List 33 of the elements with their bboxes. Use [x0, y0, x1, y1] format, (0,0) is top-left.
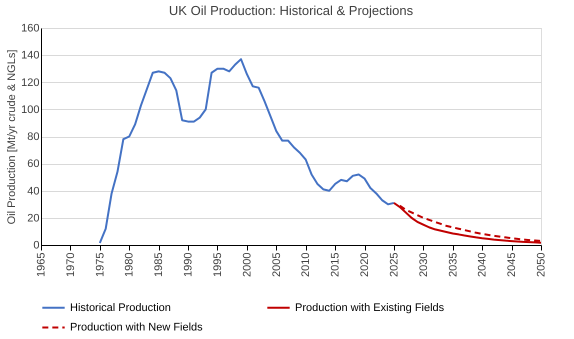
x-tick-label: 2030	[418, 252, 430, 277]
x-tick-label: 2005	[270, 252, 283, 277]
x-tick-label: 2000	[241, 252, 254, 277]
y-axis-title: Oil Production [Mt/yr crude & NGLs]	[6, 50, 18, 224]
legend-label: Production with New Fields	[70, 322, 204, 334]
x-tick-label: 2045	[506, 252, 518, 277]
y-tick-label: 160	[21, 22, 40, 34]
y-tick-label: 40	[27, 185, 40, 198]
x-tick-label: 1975	[94, 252, 106, 277]
x-tick-label: 2025	[388, 252, 400, 277]
y-tick-label: 100	[21, 104, 40, 116]
x-tick-label: 1995	[212, 252, 224, 277]
x-tick-label: 2050	[536, 252, 548, 277]
x-tick-label: 2035	[447, 252, 460, 277]
y-tick-label: 80	[27, 131, 40, 143]
y-tick-label: 140	[21, 50, 40, 62]
legend-label: Production with Existing Fields	[295, 302, 445, 314]
line-series	[98, 58, 395, 244]
x-tick-label: 1970	[64, 252, 77, 277]
y-tick-label: 120	[21, 76, 40, 89]
x-tick-label: 1965	[36, 252, 48, 277]
x-tick-label: 1990	[182, 252, 195, 277]
y-tick-label: 0	[33, 240, 40, 252]
y-tick-label: 60	[27, 158, 40, 170]
y-tick-label: 20	[27, 212, 40, 224]
x-tick-label: 2010	[300, 252, 312, 277]
x-tick-label: 2040	[476, 252, 489, 277]
chart-title: UK Oil Production: Historical & Projections	[168, 3, 414, 18]
x-tick-label: 1980	[124, 252, 136, 277]
x-tick-label: 2020	[359, 252, 372, 277]
x-tick-label: 1985	[153, 252, 166, 277]
legend-label: Historical Production	[70, 302, 171, 314]
x-tick-label: 2015	[330, 252, 342, 277]
